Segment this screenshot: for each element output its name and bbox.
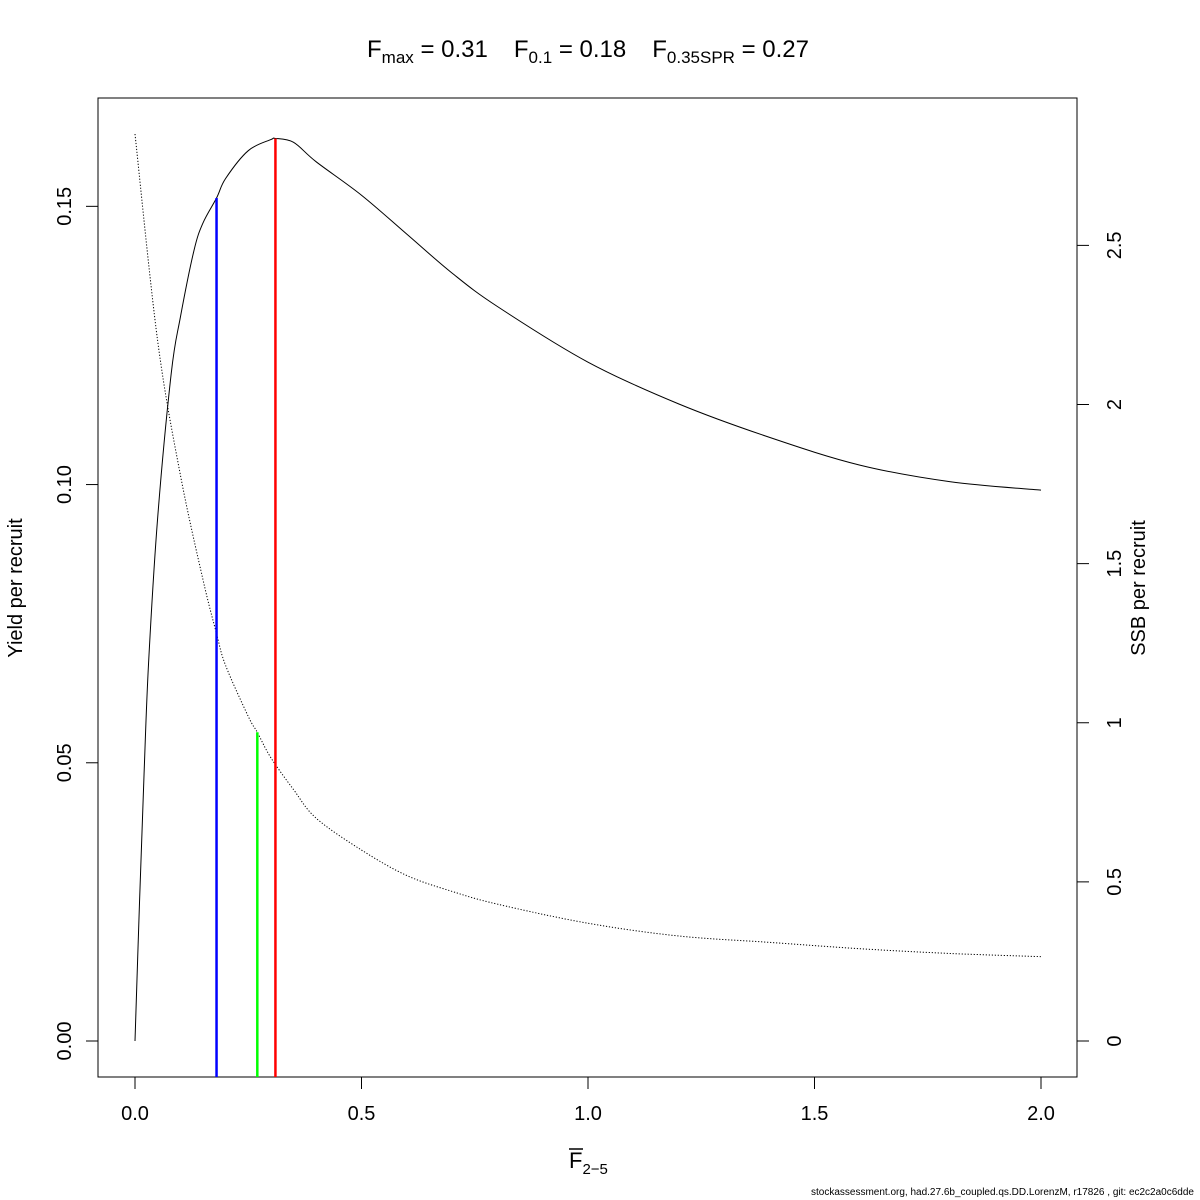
y-right-tick-label: 0 [1104, 1035, 1126, 1046]
x-tick-label: 2.0 [1027, 1103, 1055, 1125]
y-right-tick-label: 0.5 [1104, 868, 1126, 896]
y-left-tick-label: 0.15 [54, 187, 76, 226]
series-group [134, 133, 1042, 1042]
y-axis-right: 0 0.5 1 1.5 2 2.5 [1076, 231, 1126, 1047]
chart-title: Fmax = 0.31 F0.1 = 0.18 F0.35SPR = 0.27 [367, 36, 809, 67]
y-axis-left: 0.00 0.05 0.10 0.15 [54, 187, 99, 1061]
svg-text:F2−5: F2−5 [569, 1148, 608, 1178]
x-tick-label: 0.0 [121, 1103, 149, 1125]
x-tick-label: 0.5 [348, 1103, 376, 1125]
y-right-tick-label: 2 [1104, 399, 1126, 410]
ssb-per-recruit-line [134, 133, 1042, 958]
footer-text: stockassessment.org, had.27.6b_coupled.q… [811, 1187, 1194, 1198]
x-tick-label: 1.0 [574, 1103, 602, 1125]
plot-frame [97, 97, 1078, 1078]
y-axis-left-label: Yield per recruit [5, 518, 27, 658]
y-left-tick-label: 0.10 [54, 465, 76, 504]
x-axis-label: F2−5 [569, 1148, 608, 1178]
y-left-tick-label: 0.00 [54, 1022, 76, 1061]
y-right-tick-label: 2.5 [1104, 231, 1126, 259]
y-right-tick-label: 1 [1104, 717, 1126, 728]
reference-lines [215, 138, 277, 1077]
y-axis-right-label: SSB per recruit [1128, 520, 1150, 656]
x-axis: 0.0 0.5 1.0 1.5 2.0 [121, 1076, 1055, 1125]
yield-per-recruit-line [134, 137, 1042, 1042]
x-tick-label: 1.5 [801, 1103, 829, 1125]
y-left-tick-label: 0.05 [54, 743, 76, 782]
y-right-tick-label: 1.5 [1104, 550, 1126, 578]
